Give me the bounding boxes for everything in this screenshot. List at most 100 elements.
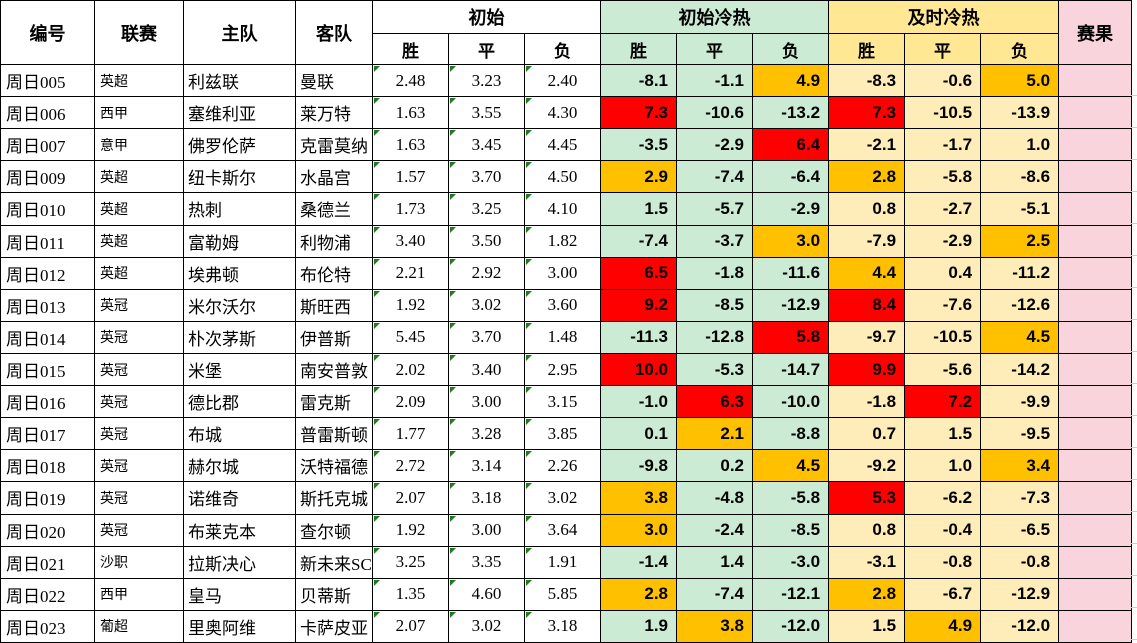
away-team-cell: 沃特福德	[295, 449, 373, 483]
away-team-cell: 卡萨皮亚	[295, 609, 373, 643]
initial-hotcold-lose-cell: -13.2	[752, 96, 830, 130]
league-cell: 英冠	[94, 481, 184, 515]
initial-odds-lose-cell: 2.40	[523, 63, 602, 98]
cell-flag-triangle-icon	[450, 354, 456, 361]
home-team-cell: 米堡	[183, 352, 296, 387]
result-cell	[1058, 256, 1133, 290]
initial-odds-draw-cell: 3.50	[448, 224, 525, 258]
match-row: 周日010 英超 热刺 桑德兰 1.73 3.25 4.10 1.5 -5.7 …	[0, 192, 1133, 226]
match-row: 周日007 意甲 佛罗伦萨 克雷莫纳 1.63 3.45 4.45 -3.5 -…	[0, 128, 1133, 162]
cell-flag-triangle-icon	[450, 258, 456, 265]
league-cell: 英冠	[94, 417, 184, 451]
initial-hotcold-win-cell: -8.1	[600, 63, 678, 98]
live-hotcold-win-cell: -1.8	[828, 385, 906, 419]
match-id-cell: 周日023	[0, 609, 95, 643]
cell-flag-triangle-icon	[526, 387, 532, 394]
initial-hotcold-draw-cell: -5.3	[676, 352, 754, 387]
initial-hotcold-draw-cell: -4.8	[676, 481, 754, 515]
initial-hotcold-draw-cell: -10.6	[676, 96, 754, 130]
result-cell	[1058, 224, 1133, 258]
initial-hotcold-lose-cell: -8.5	[752, 513, 830, 547]
away-team-cell: 新未来SC	[295, 545, 373, 579]
match-id-cell: 周日021	[0, 545, 95, 579]
league-cell: 英冠	[94, 288, 184, 322]
initial-odds-win-cell: 2.48	[372, 63, 449, 98]
initial-odds-lose-cell: 2.95	[523, 352, 602, 387]
initial-odds-win-cell: 1.57	[372, 160, 449, 194]
league-cell: 英超	[94, 224, 184, 258]
live-hotcold-win-cell: 5.3	[828, 481, 906, 515]
initial-hotcold-draw-cell: 0.2	[676, 449, 754, 483]
cell-flag-triangle-icon	[374, 290, 380, 297]
initial-hotcold-draw-cell: -8.5	[676, 288, 754, 322]
cell-flag-triangle-icon	[526, 579, 532, 586]
cell-flag-triangle-icon	[526, 354, 532, 361]
col-header-match-id: 编号	[0, 0, 95, 65]
initial-odds-lose-cell: 3.60	[523, 288, 602, 322]
home-team-cell: 佛罗伦萨	[183, 128, 296, 162]
initial-odds-win-cell: 2.02	[372, 352, 449, 387]
live-hotcold-draw-cell: -10.5	[904, 96, 982, 130]
live-hotcold-win-cell: -2.1	[828, 128, 906, 162]
result-cell	[1058, 128, 1133, 162]
match-id-cell: 周日015	[0, 352, 95, 387]
match-row: 周日013 英冠 米尔沃尔 斯旺西 1.92 3.02 3.60 9.2 -8.…	[0, 288, 1133, 322]
match-row: 周日011 英超 富勒姆 利物浦 3.40 3.50 1.82 -7.4 -3.…	[0, 224, 1133, 258]
initial-hotcold-win-cell: 7.3	[600, 96, 678, 130]
initial-odds-lose-cell: 3.00	[523, 256, 602, 290]
cell-flag-triangle-icon	[450, 290, 456, 297]
live-hotcold-draw-cell: 7.2	[904, 385, 982, 419]
group-header-initial-odds: 初始	[371, 0, 602, 34]
cell-flag-triangle-icon	[526, 419, 532, 426]
live-hotcold-draw-cell: -2.7	[904, 192, 982, 226]
match-id-cell: 周日009	[0, 160, 95, 194]
league-cell: 英冠	[94, 513, 184, 547]
subheader-livehc-win: 胜	[828, 33, 906, 65]
col-header-result: 赛果	[1058, 0, 1133, 65]
initial-hotcold-win-cell: 2.9	[600, 160, 678, 194]
match-id-cell: 周日013	[0, 288, 95, 322]
league-cell: 英超	[94, 256, 184, 290]
cell-flag-triangle-icon	[374, 483, 380, 490]
initial-odds-win-cell: 5.45	[372, 320, 449, 354]
initial-hotcold-win-cell: -1.4	[600, 545, 678, 579]
live-hotcold-draw-cell: -6.2	[904, 481, 982, 515]
initial-hotcold-draw-cell: -2.4	[676, 513, 754, 547]
match-row: 周日021 沙职 拉斯决心 新未来SC 3.25 3.35 1.91 -1.4 …	[0, 545, 1133, 579]
away-team-cell: 伊普斯	[295, 320, 373, 354]
cell-flag-triangle-icon	[374, 194, 380, 201]
initial-odds-lose-cell: 4.30	[523, 96, 602, 130]
live-hotcold-win-cell: -8.3	[828, 63, 906, 98]
result-cell	[1058, 320, 1133, 354]
initial-odds-win-cell: 2.07	[372, 609, 449, 643]
away-team-cell: 贝蒂斯	[295, 577, 373, 611]
cell-flag-triangle-icon	[526, 98, 532, 105]
cell-flag-triangle-icon	[526, 515, 532, 522]
live-hotcold-lose-cell: -14.2	[980, 352, 1060, 387]
cell-flag-triangle-icon	[450, 419, 456, 426]
result-cell	[1058, 577, 1133, 611]
initial-hotcold-lose-cell: -5.8	[752, 481, 830, 515]
league-cell: 英超	[94, 160, 184, 194]
home-team-cell: 塞维利亚	[183, 96, 296, 130]
live-hotcold-lose-cell: 3.4	[980, 449, 1060, 483]
league-cell: 葡超	[94, 609, 184, 643]
initial-odds-win-cell: 1.35	[372, 577, 449, 611]
live-hotcold-win-cell: 4.4	[828, 256, 906, 290]
away-team-cell: 普雷斯顿	[295, 417, 373, 451]
cell-flag-triangle-icon	[526, 451, 532, 458]
cell-flag-triangle-icon	[526, 483, 532, 490]
cell-flag-triangle-icon	[526, 258, 532, 265]
league-cell: 意甲	[94, 128, 184, 162]
result-cell	[1058, 96, 1133, 130]
live-hotcold-draw-cell: -7.6	[904, 288, 982, 322]
league-cell: 英冠	[94, 385, 184, 419]
initial-odds-draw-cell: 3.02	[448, 288, 525, 322]
home-team-cell: 皇马	[183, 577, 296, 611]
league-cell: 英冠	[94, 320, 184, 354]
home-team-cell: 赫尔城	[183, 449, 296, 483]
initial-odds-lose-cell: 2.26	[523, 449, 602, 483]
initial-odds-lose-cell: 4.10	[523, 192, 602, 226]
initial-hotcold-draw-cell: 6.3	[676, 385, 754, 419]
initial-odds-draw-cell: 3.28	[448, 417, 525, 451]
